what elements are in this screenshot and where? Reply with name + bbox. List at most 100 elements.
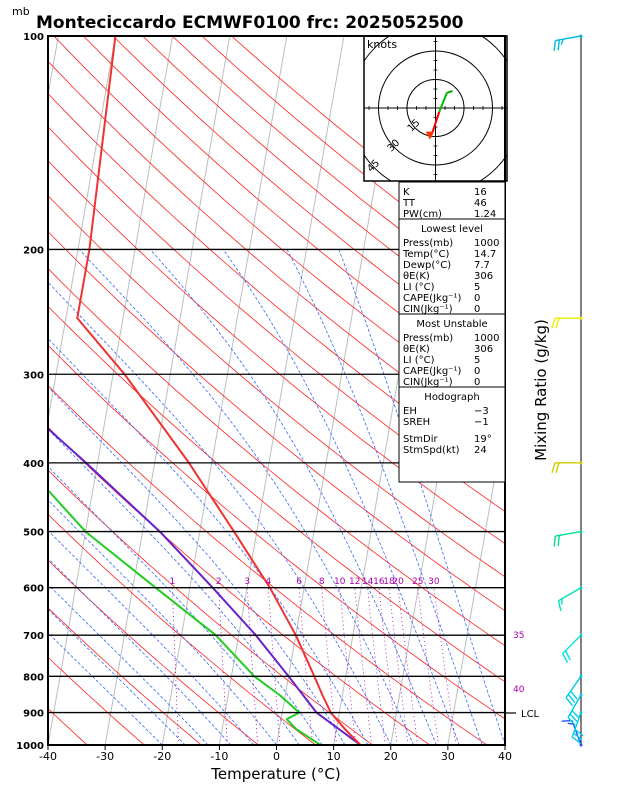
x-tick-label: 30 (441, 750, 455, 763)
index-label: LI (°C) (403, 282, 435, 293)
wind-barb (551, 461, 583, 474)
x-tick-label: -40 (39, 750, 57, 763)
mixing-ratio-label: 16 (373, 577, 385, 587)
mixing-ratio-axis-label: Mixing Ratio (g/kg) (532, 319, 550, 461)
hodograph-ring (406, 79, 465, 137)
wind-barb (551, 316, 583, 329)
index-value: 5 (474, 282, 480, 293)
mixing-ratio-line (397, 587, 419, 745)
wind-barb (561, 633, 583, 664)
moist-adiabat (48, 557, 232, 745)
dry-adiabat (48, 656, 145, 745)
index-label: Press(mb) (403, 333, 453, 344)
dry-adiabat (48, 708, 88, 745)
dry-adiabat (48, 195, 505, 578)
index-value: 1.24 (474, 209, 496, 220)
mixing-ratio-label: 6 (296, 577, 302, 587)
mixing-ratio-label: 12 (349, 577, 360, 587)
pressure-tick-label: 1000 (16, 741, 44, 752)
hodograph-segment (430, 111, 441, 135)
dry-adiabat (48, 559, 260, 745)
index-value: 24 (474, 445, 487, 456)
isotherm (48, 36, 174, 745)
x-axis-label: Temperature (°C) (210, 765, 340, 783)
wind-barb (565, 674, 583, 707)
index-label: Temp(°C) (402, 249, 450, 260)
hodograph-segment (446, 89, 453, 94)
mixing-ratio-label: 30 (428, 577, 440, 587)
hodograph-units: knots (367, 38, 397, 51)
index-value: 1000 (474, 238, 499, 249)
dry-adiabat (48, 469, 374, 745)
mixing-ratio-line (246, 587, 259, 745)
index-label: SREH (403, 417, 430, 428)
dry-adiabat (48, 160, 505, 545)
index-label: K (403, 187, 410, 198)
isotherm (161, 36, 288, 745)
index-label: θE(K) (403, 344, 430, 355)
x-tick-label: -20 (153, 750, 171, 763)
index-label: CIN(Jkg⁻¹) (403, 304, 453, 315)
pressure-tick-label: 500 (23, 528, 44, 539)
index-value: −1 (474, 417, 489, 428)
mixing-ratio-label: 18 (383, 577, 395, 587)
index-value: 7.7 (474, 260, 490, 271)
index-label: CAPE(Jkg⁻¹) (403, 293, 461, 304)
index-value: 0 (474, 293, 480, 304)
pressure-tick-label: 200 (23, 245, 44, 256)
index-value: 306 (474, 271, 493, 282)
moist-adiabat (48, 466, 300, 745)
index-label: TT (402, 198, 416, 209)
mixing-ratio-label: 20 (392, 577, 404, 587)
isotherm (447, 416, 505, 745)
moist-adiabat (48, 281, 392, 745)
isotherm (0, 36, 1, 745)
index-label: Press(mb) (403, 238, 453, 249)
index-value: 5 (474, 355, 480, 366)
mixing-ratio-label: 3 (244, 577, 250, 587)
isotherm (562, 36, 618, 745)
dry-adiabat (48, 513, 317, 745)
dry-adiabat (48, 305, 505, 683)
pressure-tick-label: 300 (23, 370, 44, 381)
index-label: EH (403, 406, 417, 417)
mixing-ratio-label: 2 (216, 577, 222, 587)
x-axis: -40 -30 -20 -10 0 10 20 30 40 (39, 745, 512, 763)
index-value: 0 (474, 304, 480, 315)
moist-adiabat (48, 499, 277, 745)
index-value: 14.7 (474, 249, 496, 260)
pressure-tick-label: 600 (23, 584, 44, 595)
index-value: 0 (474, 377, 480, 388)
isotherm (218, 36, 345, 745)
wind-barb (567, 693, 583, 726)
wind-barb (571, 711, 584, 744)
x-tick-label: 40 (498, 750, 512, 763)
index-section-header: Most Unstable (416, 319, 487, 330)
x-tick-label: 0 (273, 750, 280, 763)
index-label: StmSpd(kt) (403, 445, 460, 456)
pressure-tick-label: 800 (23, 672, 44, 683)
wind-barb (553, 530, 583, 547)
dry-adiabat (48, 267, 505, 647)
index-value: 306 (474, 344, 493, 355)
mixing-ratio-label: 25 (412, 577, 423, 587)
wind-barb (553, 34, 583, 51)
mixing-ratio-label: 4 (266, 577, 272, 587)
pressure-tick-label: 700 (23, 631, 44, 642)
index-panel: K 16 TT 46 PW(cm) 1.24 Lowest level Press(mb) 10… (398, 181, 506, 483)
pressure-tick-label: 400 (23, 459, 44, 470)
x-tick-label: -10 (210, 750, 228, 763)
index-label: LI (°C) (403, 355, 435, 366)
index-value: 0 (474, 366, 480, 377)
index-section-header: Hodograph (424, 392, 479, 403)
index-value: −3 (474, 406, 489, 417)
index-value: 16 (474, 187, 487, 198)
hodograph-ring (378, 50, 493, 166)
mixing-ratio-label: 14 (362, 577, 374, 587)
index-label: Dewp(°C) (403, 260, 451, 271)
dewpoint-profile (48, 488, 322, 745)
index-section-header: Lowest level (421, 224, 483, 235)
background-lines (0, 36, 618, 745)
wind-barbs (551, 34, 584, 747)
moist-adiabat (78, 249, 414, 745)
